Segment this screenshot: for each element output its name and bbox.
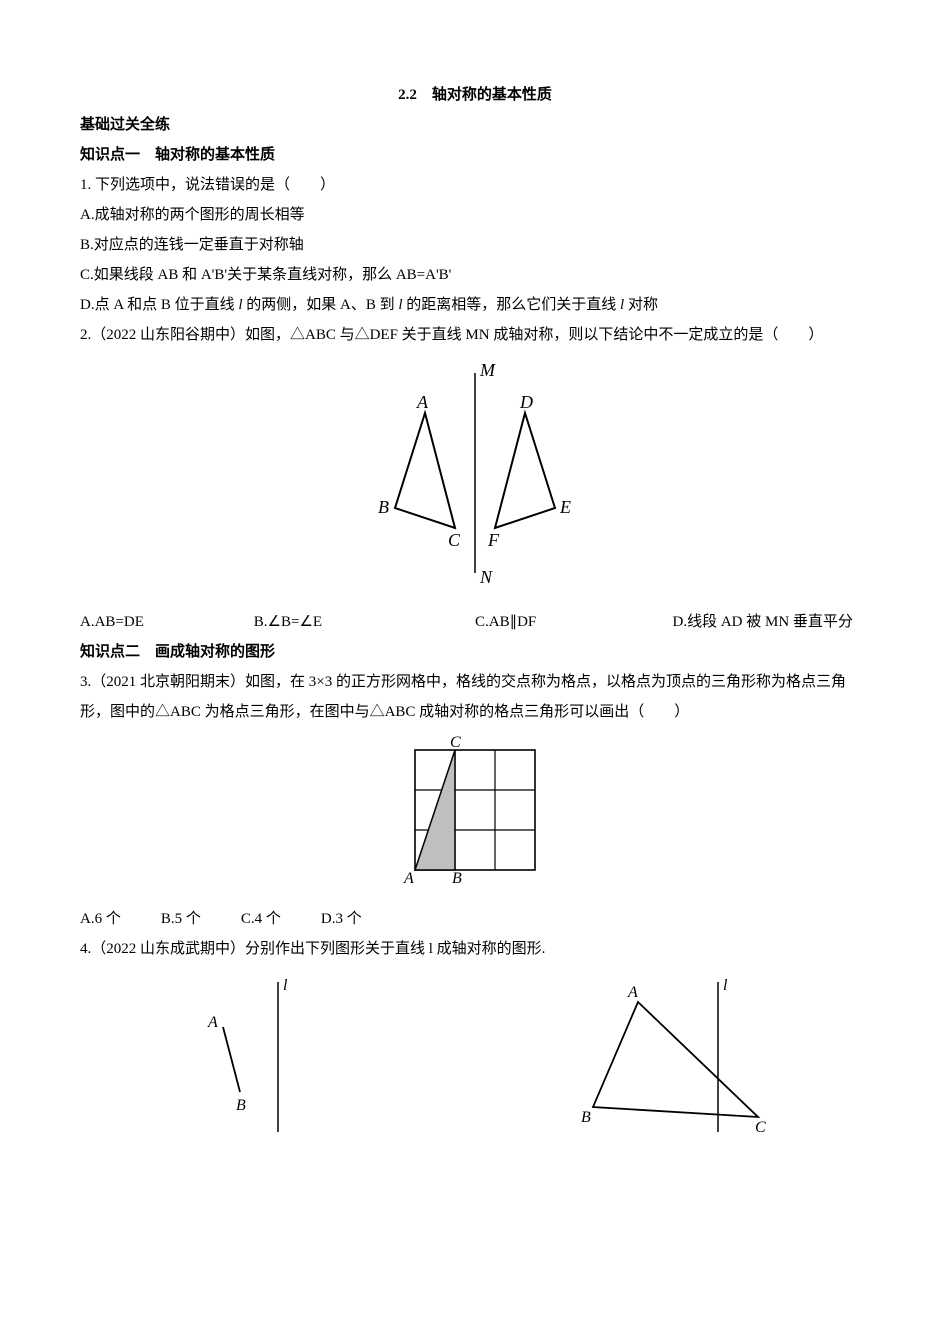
label-D: D <box>519 392 533 412</box>
knowledge-point-1: 知识点一 轴对称的基本性质 <box>80 140 870 170</box>
q1-option-b: B.对应点的连钱一定垂直于对称轴 <box>80 230 870 260</box>
q1-stem: 1. 下列选项中，说法错误的是（ ） <box>80 170 870 200</box>
q4-figures: l A B l A B C <box>80 972 870 1142</box>
label-A3: A <box>403 870 414 885</box>
label-B3: B <box>452 870 462 885</box>
knowledge-point-2: 知识点二 画成轴对称的图形 <box>80 637 870 667</box>
q1-d-text: D.点 A 和点 B 位于直线 <box>80 297 238 313</box>
q1-d-post: 对称 <box>624 297 658 313</box>
label-B4a: B <box>236 1097 246 1114</box>
q3-figure: A B C <box>80 735 870 896</box>
q3-stem: 3.（2021 北京朝阳期末）如图，在 3×3 的正方形网格中，格线的交点称为格… <box>80 667 870 727</box>
label-B4b: B <box>581 1109 591 1126</box>
q2-option-d: D.线段 AD 被 MN 垂直平分 <box>672 607 870 637</box>
q2-option-b: B.∠B=∠E <box>254 607 475 637</box>
q2-options: A.AB=DE B.∠B=∠E C.AB∥DF D.线段 AD 被 MN 垂直平… <box>80 607 870 637</box>
q1-d-mid1: 的两侧，如果 A、B 到 <box>243 297 399 313</box>
label-N: N <box>479 567 493 587</box>
label-A4a: A <box>207 1014 218 1031</box>
label-B: B <box>378 497 389 517</box>
q3-option-b: B.5 个 <box>161 904 201 934</box>
q1-d-mid2: 的距离相等，那么它们关于直线 <box>403 297 621 313</box>
label-F: F <box>487 530 500 550</box>
q4-stem: 4.（2022 山东成武期中）分别作出下列图形关于直线 l 成轴对称的图形. <box>80 934 870 964</box>
q1-option-a: A.成轴对称的两个图形的周长相等 <box>80 200 870 230</box>
q3-options: A.6 个 B.5 个 C.4 个 D.3 个 <box>80 904 870 934</box>
q1-option-c: C.如果线段 AB 和 A'B'关于某条直线对称，那么 AB=A'B' <box>80 260 870 290</box>
label-C: C <box>448 530 461 550</box>
section-heading: 基础过关全练 <box>80 110 870 140</box>
q1-option-d: D.点 A 和点 B 位于直线 l 的两侧，如果 A、B 到 l 的距离相等，那… <box>80 290 870 320</box>
q3-option-c: C.4 个 <box>241 904 281 934</box>
q4-figure-2: l A B C <box>523 972 783 1142</box>
label-A4b: A <box>627 984 638 1001</box>
label-M: M <box>479 360 496 380</box>
label-C3: C <box>450 735 461 751</box>
q2-option-a: A.AB=DE <box>80 607 254 637</box>
q2-option-c: C.AB∥DF <box>475 607 673 637</box>
label-C4b: C <box>755 1119 766 1136</box>
q3-option-a: A.6 个 <box>80 904 121 934</box>
q2-stem: 2.（2022 山东阳谷期中）如图，△ABC 与△DEF 关于直线 MN 成轴对… <box>80 320 870 350</box>
q2-figure: M N A B C D E F <box>80 358 870 599</box>
page-title: 2.2 轴对称的基本性质 <box>80 80 870 110</box>
label-l1: l <box>283 977 288 994</box>
label-l2: l <box>723 977 728 994</box>
q3-option-d: D.3 个 <box>321 904 362 934</box>
label-E: E <box>559 497 571 517</box>
q4-figure-1: l A B <box>168 972 348 1142</box>
label-A: A <box>416 392 429 412</box>
